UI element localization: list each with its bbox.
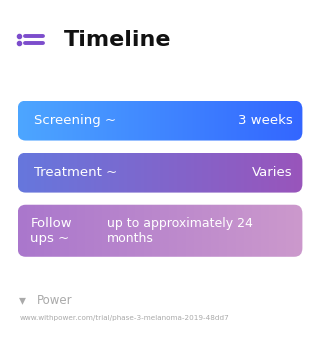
Text: Power: Power (37, 294, 72, 307)
Text: ▾: ▾ (19, 293, 26, 307)
Text: Timeline: Timeline (64, 30, 172, 50)
Text: Treatment ~: Treatment ~ (34, 166, 117, 179)
Text: Follow
ups ~: Follow ups ~ (30, 217, 72, 245)
Text: 3 weeks: 3 weeks (238, 114, 293, 127)
Text: Screening ~: Screening ~ (34, 114, 116, 127)
FancyBboxPatch shape (18, 205, 302, 257)
Text: up to approximately 24
months: up to approximately 24 months (107, 217, 253, 245)
Text: Varies: Varies (252, 166, 293, 179)
Text: www.withpower.com/trial/phase-3-melanoma-2019-48dd7: www.withpower.com/trial/phase-3-melanoma… (19, 314, 229, 321)
FancyBboxPatch shape (18, 153, 302, 193)
FancyBboxPatch shape (18, 101, 302, 141)
